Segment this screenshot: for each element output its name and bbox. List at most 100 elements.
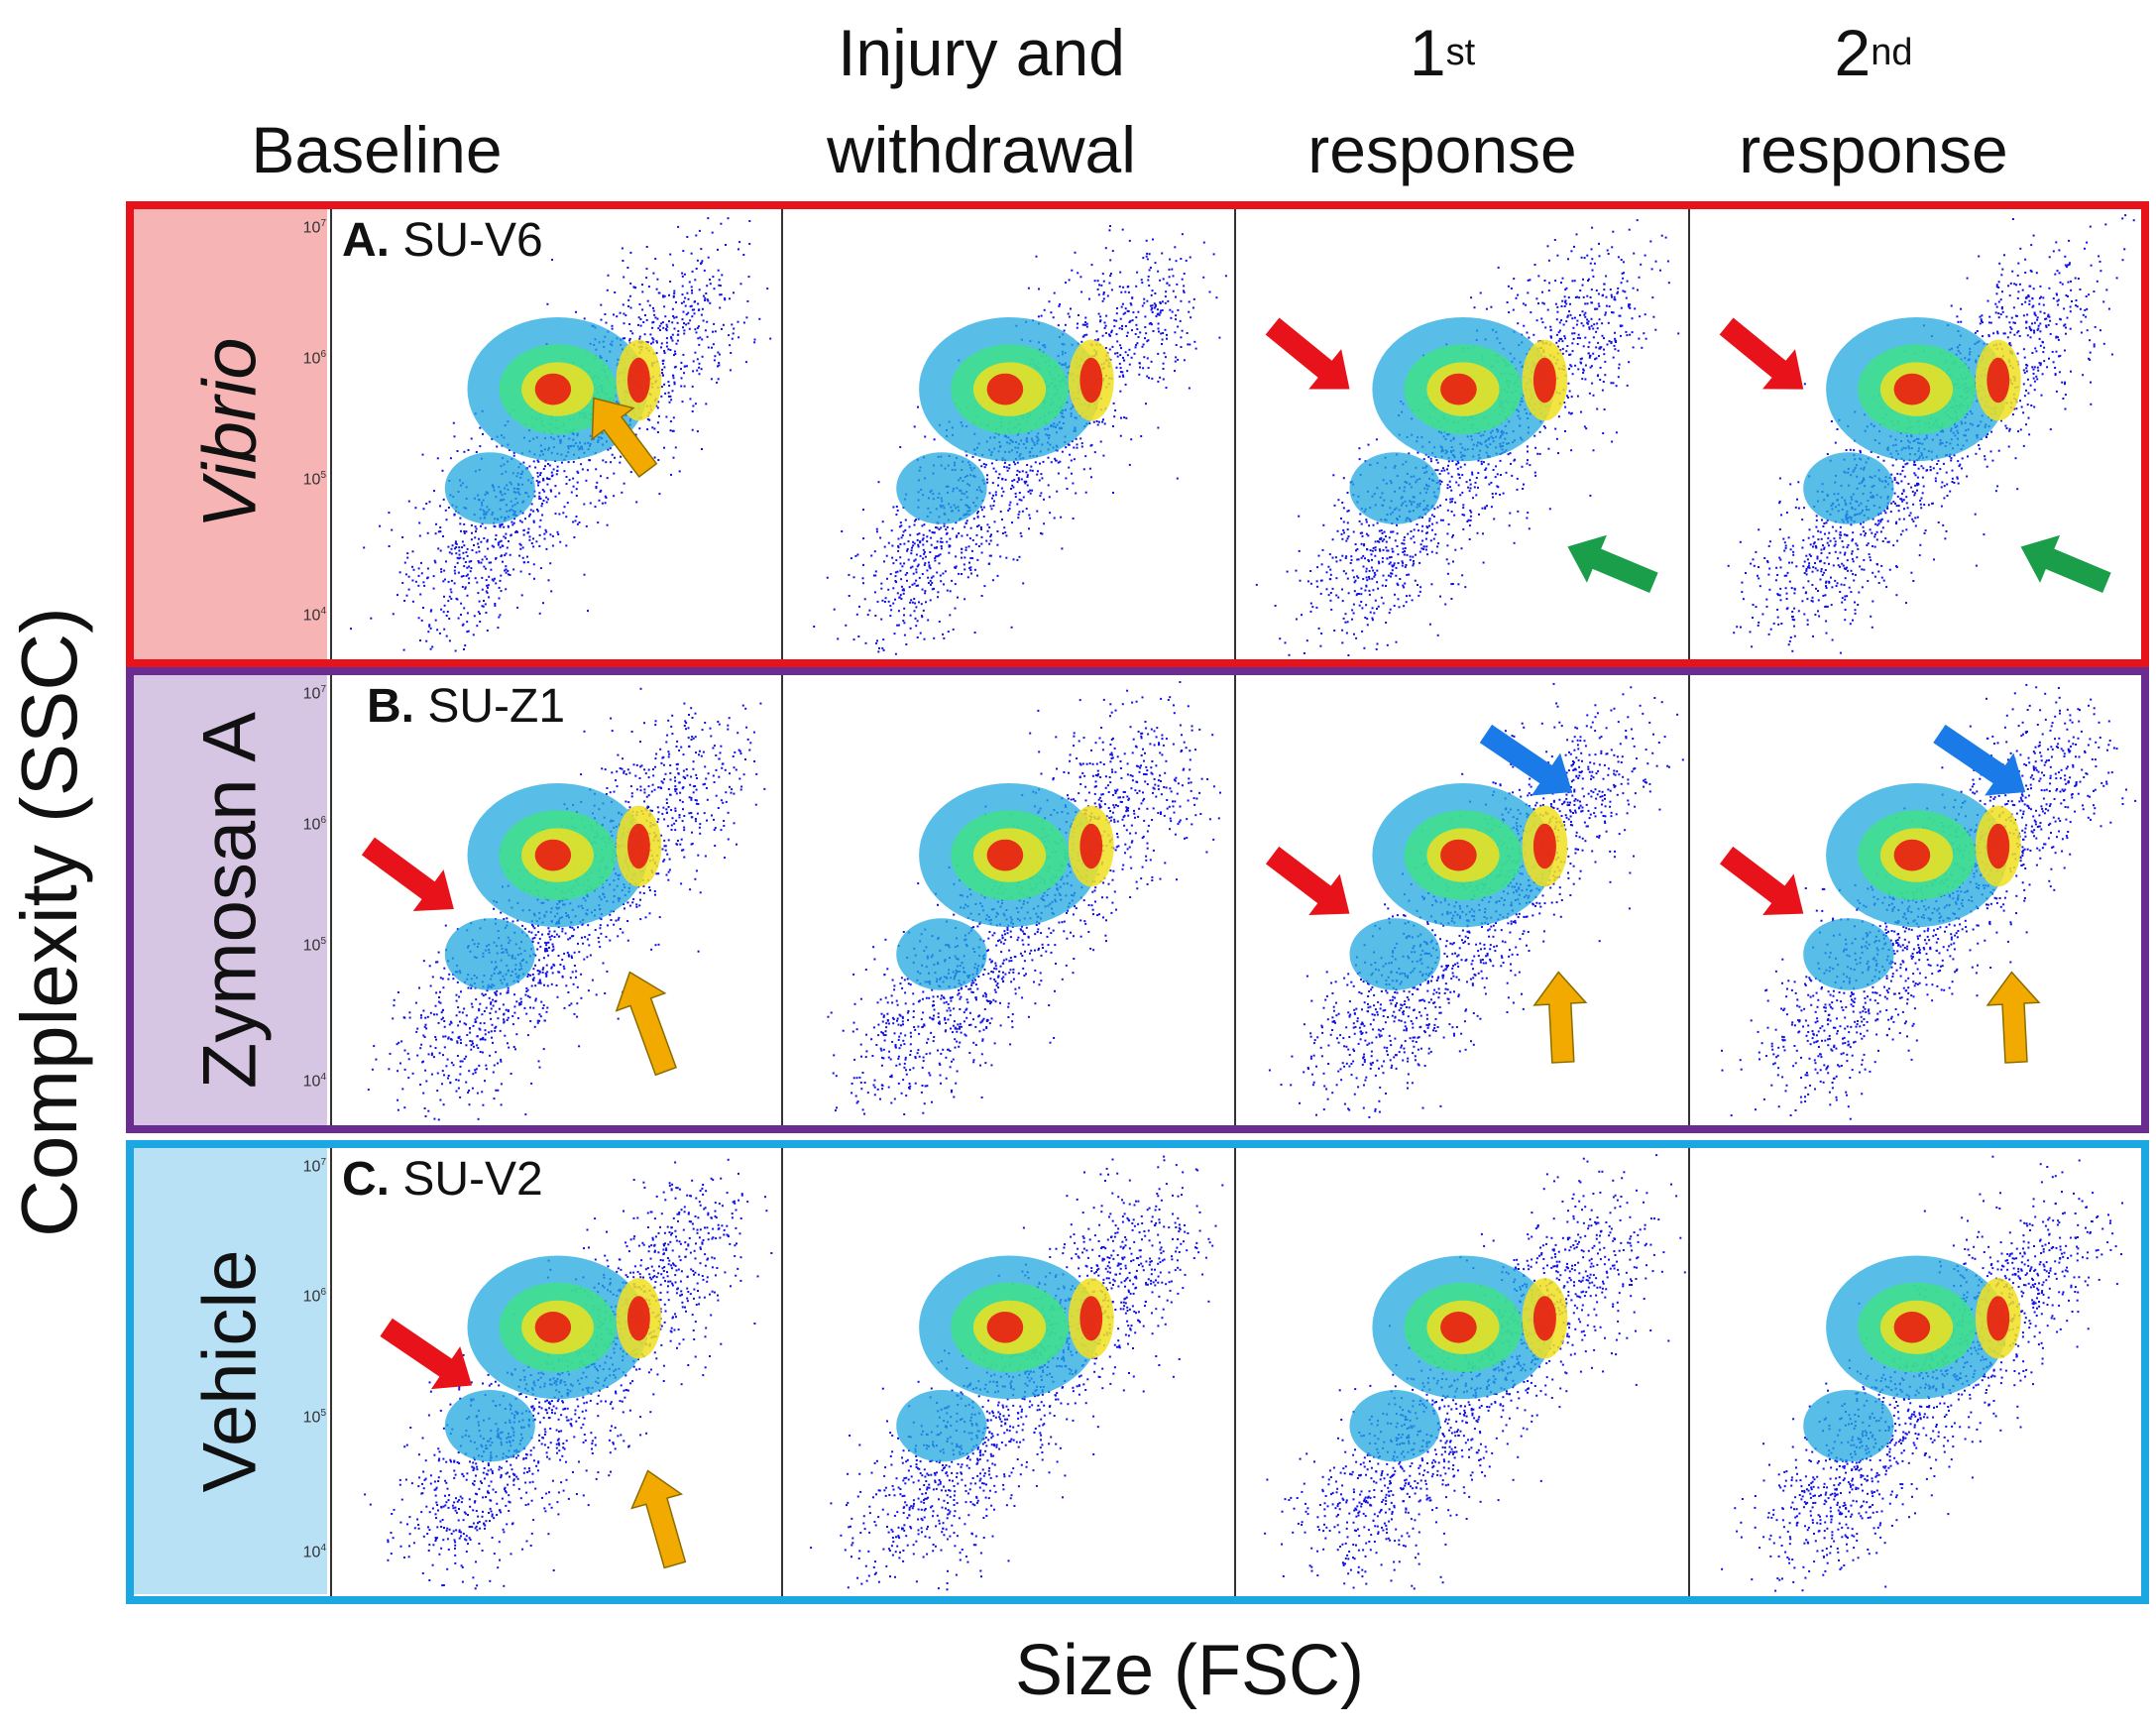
density-blob	[1803, 918, 1894, 990]
x-axis-label: Size (FSC)	[1014, 1631, 1365, 1710]
column-header-line2: withdrawal	[827, 113, 1136, 186]
density-blob	[896, 452, 987, 524]
density-blob	[534, 373, 572, 405]
density-plot	[350, 217, 772, 652]
density-blob	[1986, 357, 2010, 404]
y-tick-label: 106	[303, 815, 326, 834]
density-blob	[1532, 823, 1556, 869]
y-tick-label: 105	[303, 1408, 326, 1427]
column-header-baseline: Baseline	[164, 10, 590, 198]
panel-id: SU-Z1	[414, 680, 566, 733]
y-tick-base: 10	[302, 471, 321, 489]
column-header-injury: Injury and withdrawal	[768, 10, 1194, 198]
scatter-panel-zymosan-injury	[781, 675, 1234, 1125]
column-header-line2: response	[1307, 113, 1577, 186]
density-plot	[1719, 214, 2135, 654]
column-header-line2: Baseline	[251, 113, 503, 186]
panel-label: C. SU-V2	[342, 1152, 543, 1207]
scatter-panel-vibrio-injury	[781, 209, 1234, 659]
density-blob	[444, 1390, 535, 1462]
y-tick-base: 10	[302, 1288, 321, 1306]
blue-arrow	[1933, 724, 2026, 796]
row-label-vibrio: Vibrio	[187, 337, 273, 529]
y-tick-exponent: 6	[320, 1287, 326, 1299]
density-blob	[986, 1312, 1024, 1343]
column-header-line1: 1st	[1409, 16, 1476, 89]
row-box-vibrio	[126, 201, 2149, 667]
y-tick-exponent: 4	[320, 605, 326, 617]
orange-arrow	[1986, 971, 2041, 1064]
y-tick-exponent: 6	[320, 348, 326, 360]
row-label-vehicle: Vehicle	[187, 1249, 273, 1493]
y-tick-base: 10	[302, 1072, 321, 1090]
panel-letter: A.	[342, 214, 390, 267]
y-tick-exponent: 7	[320, 684, 326, 696]
red-arrow	[380, 1318, 473, 1390]
red-arrow	[361, 837, 454, 912]
row-label-bg-vibrio	[134, 208, 327, 659]
red-arrow	[1719, 317, 1804, 390]
y-tick-label: 105	[303, 936, 326, 955]
y-tick-base: 10	[302, 350, 321, 368]
y-tick-base: 10	[302, 1158, 321, 1176]
density-plot	[813, 225, 1227, 655]
orange-arrow	[591, 397, 658, 478]
y-tick-label: 107	[303, 1157, 326, 1176]
scatter-panel-vehicle-first-response	[1234, 1148, 1688, 1596]
density-blob	[1349, 452, 1441, 524]
y-tick-label: 107	[303, 218, 326, 237]
red-arrow	[1265, 846, 1350, 916]
scatter-panel-vehicle-baseline: 107 106 105 104 C. SU-V2	[303, 1148, 781, 1596]
row-box-zymosan	[126, 667, 2149, 1133]
red-arrow	[1265, 317, 1350, 390]
density-blob	[1440, 373, 1477, 405]
y-tick-base: 10	[302, 1409, 321, 1427]
density-plot	[1264, 1154, 1686, 1590]
y-tick-exponent: 6	[320, 814, 326, 826]
density-plot	[810, 1155, 1224, 1591]
y-tick-label: 104	[303, 606, 326, 625]
row-label-bg-vehicle	[134, 1148, 327, 1594]
y-tick-base: 10	[302, 685, 321, 703]
scatter-panel-vibrio-first-response	[1234, 209, 1688, 659]
scatter-panel-zymosan-second-response	[1688, 675, 2141, 1125]
panel-label: B. SU-Z1	[367, 679, 565, 734]
density-blob	[1079, 1296, 1103, 1341]
y-tick-exponent: 7	[320, 218, 326, 230]
panel-id: SU-V6	[390, 214, 543, 267]
scatter-panel-zymosan-first-response	[1234, 675, 1688, 1125]
density-blob	[534, 1312, 572, 1343]
density-blob	[1079, 357, 1103, 404]
density-blob	[627, 357, 650, 404]
y-tick-exponent: 4	[320, 1071, 326, 1083]
density-plot	[1265, 682, 1684, 1118]
y-tick-label: 106	[303, 349, 326, 368]
orange-arrow	[1532, 971, 1588, 1064]
density-blob	[1803, 1390, 1894, 1462]
column-header-line1: 2nd	[1834, 16, 1913, 89]
y-tick-label: 107	[303, 684, 326, 703]
density-blob	[896, 918, 987, 990]
y-tick-label: 104	[303, 1072, 326, 1091]
density-blob	[1893, 373, 1931, 405]
density-plot	[361, 687, 766, 1121]
y-tick-label: 106	[303, 1287, 326, 1306]
density-plot	[364, 1158, 773, 1590]
density-blob	[986, 839, 1024, 871]
density-blob	[444, 452, 535, 524]
y-tick-exponent: 4	[320, 1542, 326, 1554]
row-box-vehicle	[126, 1140, 2149, 1604]
density-blob	[1803, 452, 1894, 524]
scatter-panel-vehicle-second-response	[1688, 1148, 2141, 1596]
y-tick-exponent: 7	[320, 1157, 326, 1169]
red-arrow	[1719, 846, 1804, 915]
density-blob	[1349, 1390, 1441, 1462]
density-blob	[534, 839, 572, 871]
density-blob	[1893, 1312, 1931, 1343]
y-tick-base: 10	[302, 219, 321, 237]
density-blob	[1079, 823, 1103, 869]
density-blob	[1532, 1296, 1556, 1341]
blue-arrow	[1479, 724, 1572, 796]
density-blob	[627, 1296, 650, 1341]
y-tick-label: 105	[303, 470, 326, 489]
